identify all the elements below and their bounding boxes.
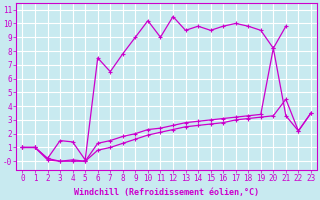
X-axis label: Windchill (Refroidissement éolien,°C): Windchill (Refroidissement éolien,°C): [74, 188, 259, 197]
